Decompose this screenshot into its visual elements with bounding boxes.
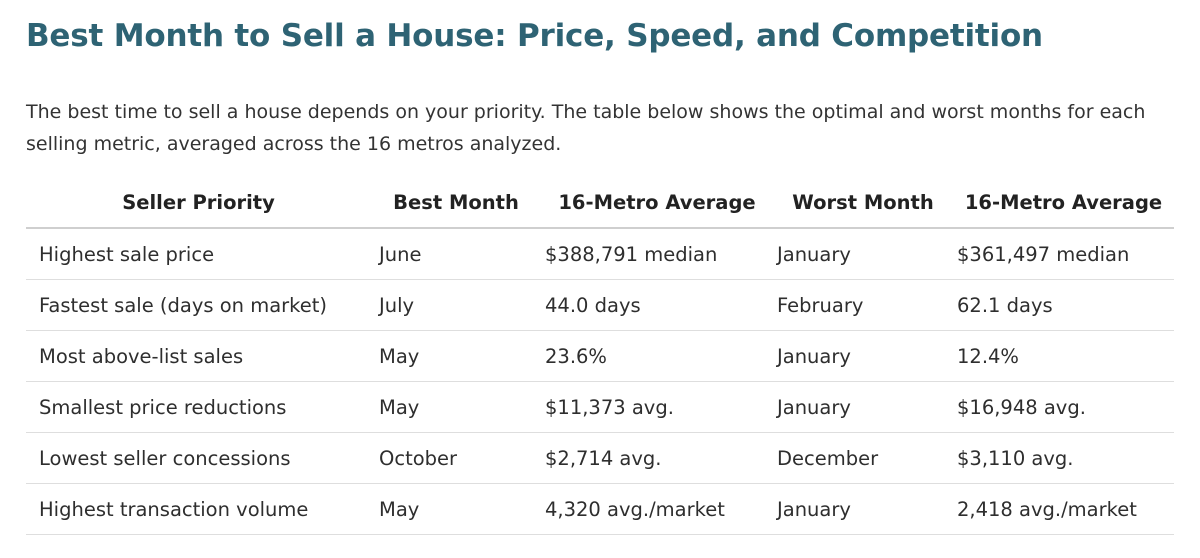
worst-average-cell: 62.1 days	[953, 279, 1174, 331]
best-average-cell: $388,791 median	[541, 228, 773, 280]
best-month-cell: October	[371, 432, 541, 484]
best-month-cell: July	[371, 279, 541, 331]
table-row: Lowest seller concessions October $2,714 a…	[26, 432, 1174, 484]
best-average-cell: $11,373 avg.	[541, 381, 773, 433]
best-month-cell: June	[371, 228, 541, 280]
table-row: Smallest price reductions May $11,373 avg.…	[26, 381, 1174, 433]
priority-cell: Most above-list sales	[26, 330, 371, 382]
header-seller-priority: Seller Priority	[26, 177, 371, 229]
best-average-cell: 44.0 days	[541, 279, 773, 331]
best-average-cell: 23.6%	[541, 330, 773, 382]
best-average-cell: 4,320 avg./market	[541, 483, 773, 535]
best-month-cell: May	[371, 483, 541, 535]
header-best-month: Best Month	[371, 177, 541, 229]
worst-month-cell: January	[773, 228, 953, 280]
intro-paragraph: The best time to sell a house depends on…	[26, 101, 1146, 155]
table-row: Most above-list sales May 23.6% January 12.4…	[26, 330, 1174, 382]
worst-average-cell: 2,418 avg./market	[953, 483, 1174, 535]
priority-cell: Fastest sale (days on market)	[26, 279, 371, 331]
header-worst-metro-average: 16-Metro Average	[953, 177, 1174, 229]
best-average-cell: $2,714 avg.	[541, 432, 773, 484]
priority-cell: Smallest price reductions	[26, 381, 371, 433]
header-best-metro-average: 16-Metro Average	[541, 177, 773, 229]
priority-cell: Lowest seller concessions	[26, 432, 371, 484]
worst-average-cell: $361,497 median	[953, 228, 1174, 280]
worst-month-cell: January	[773, 330, 953, 382]
header-worst-month: Worst Month	[773, 177, 953, 229]
worst-month-cell: January	[773, 483, 953, 535]
worst-average-cell: 12.4%	[953, 330, 1174, 382]
worst-average-cell: $3,110 avg.	[953, 432, 1174, 484]
best-month-table: Seller Priority Best Month 16-Metro Aver…	[26, 177, 1174, 535]
table-row: Fastest sale (days on market) July 44.0 da…	[26, 279, 1174, 331]
page-title: Best Month to Sell a House: Price, Speed…	[26, 18, 1043, 54]
best-month-cell: May	[371, 330, 541, 382]
best-month-cell: May	[371, 381, 541, 433]
worst-month-cell: December	[773, 432, 953, 484]
table-row: Highest transaction volume May 4,320 avg./…	[26, 483, 1174, 535]
worst-month-cell: February	[773, 279, 953, 331]
worst-month-cell: January	[773, 381, 953, 433]
priority-cell: Highest transaction volume	[26, 483, 371, 535]
table-header-row: Seller Priority Best Month 16-Metro Aver…	[26, 177, 1174, 229]
table-row: Highest sale price June $388,791 median Jan…	[26, 228, 1174, 280]
priority-cell: Highest sale price	[26, 228, 371, 280]
worst-average-cell: $16,948 avg.	[953, 381, 1174, 433]
